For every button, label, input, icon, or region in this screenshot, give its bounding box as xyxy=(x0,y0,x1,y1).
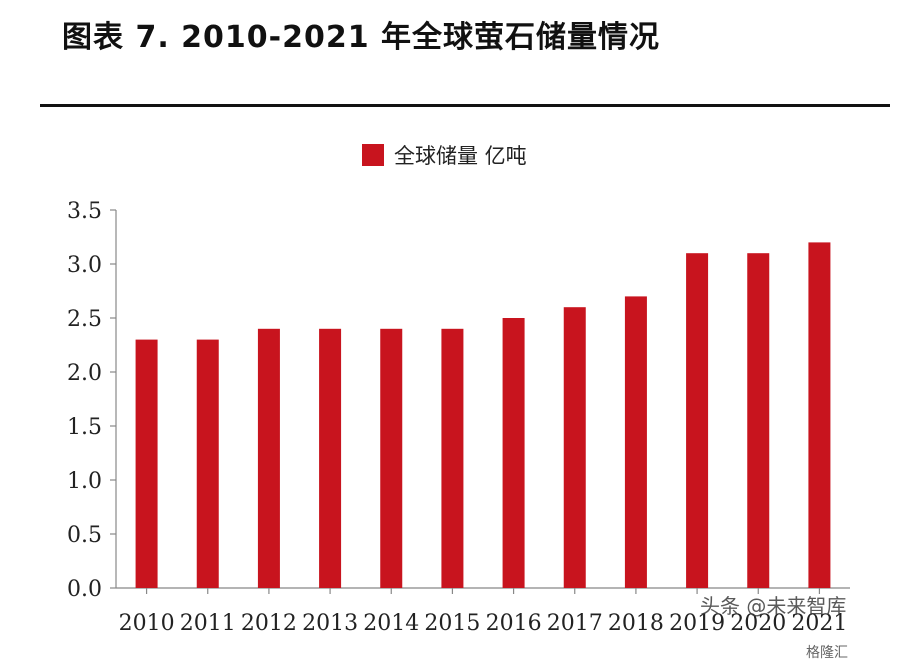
x-tick-label: 2012 xyxy=(241,611,297,636)
y-tick-label: 0.5 xyxy=(67,523,102,548)
x-tick-label: 2010 xyxy=(119,611,175,636)
y-axis-tick-labels: 0.0 0.5 1.0 1.5 2.0 2.5 3.0 3.5 xyxy=(67,199,102,602)
y-tick-label: 1.5 xyxy=(67,415,102,440)
y-tick-label: 3.5 xyxy=(67,199,102,224)
source-watermark: 头条 @未来智库 xyxy=(700,594,847,618)
chart-legend: 全球储量 亿吨 xyxy=(362,144,527,168)
x-tick-label: 2014 xyxy=(363,611,419,636)
bar-2011 xyxy=(196,339,219,588)
x-tick-label: 2015 xyxy=(424,611,480,636)
y-tick-label: 2.5 xyxy=(67,307,102,332)
bar-2012 xyxy=(257,328,280,588)
x-tick-label: 2011 xyxy=(180,611,236,636)
bar-2010 xyxy=(135,339,158,588)
x-tick-label: 2013 xyxy=(302,611,358,636)
bar-2013 xyxy=(319,328,342,588)
legend-swatch xyxy=(362,144,384,166)
legend-label: 全球储量 亿吨 xyxy=(394,144,527,168)
y-tick-label: 2.0 xyxy=(67,361,102,386)
y-tick-label: 1.0 xyxy=(67,469,102,494)
bar-2019 xyxy=(686,253,709,588)
bar-2018 xyxy=(624,296,647,588)
x-tick-label: 2018 xyxy=(608,611,664,636)
x-tick-label: 2020 xyxy=(730,611,786,636)
bar-2021 xyxy=(808,242,831,588)
y-tick-label: 0.0 xyxy=(67,577,102,602)
figure-title: 图表 7. 2010-2021 年全球萤石储量情况 xyxy=(62,20,661,55)
x-tick-label: 2017 xyxy=(547,611,603,636)
title-divider xyxy=(40,104,890,107)
bar-2017 xyxy=(563,307,586,588)
y-tick-label: 3.0 xyxy=(67,253,102,278)
bar-2014 xyxy=(380,328,403,588)
x-tick-label: 2019 xyxy=(669,611,725,636)
x-tick-label: 2016 xyxy=(486,611,542,636)
brand-watermark: 格隆汇 xyxy=(806,645,848,661)
bar-2020 xyxy=(747,253,770,588)
chart-axes xyxy=(110,209,850,594)
x-axis-tick-labels: 2010 2011 2012 2013 2014 2015 2016 2017 2018 2019… xyxy=(119,611,848,636)
bar-2016 xyxy=(502,318,525,588)
chart-bars xyxy=(135,242,831,588)
bar-2015 xyxy=(441,328,464,588)
x-tick-label: 2021 xyxy=(791,611,847,636)
